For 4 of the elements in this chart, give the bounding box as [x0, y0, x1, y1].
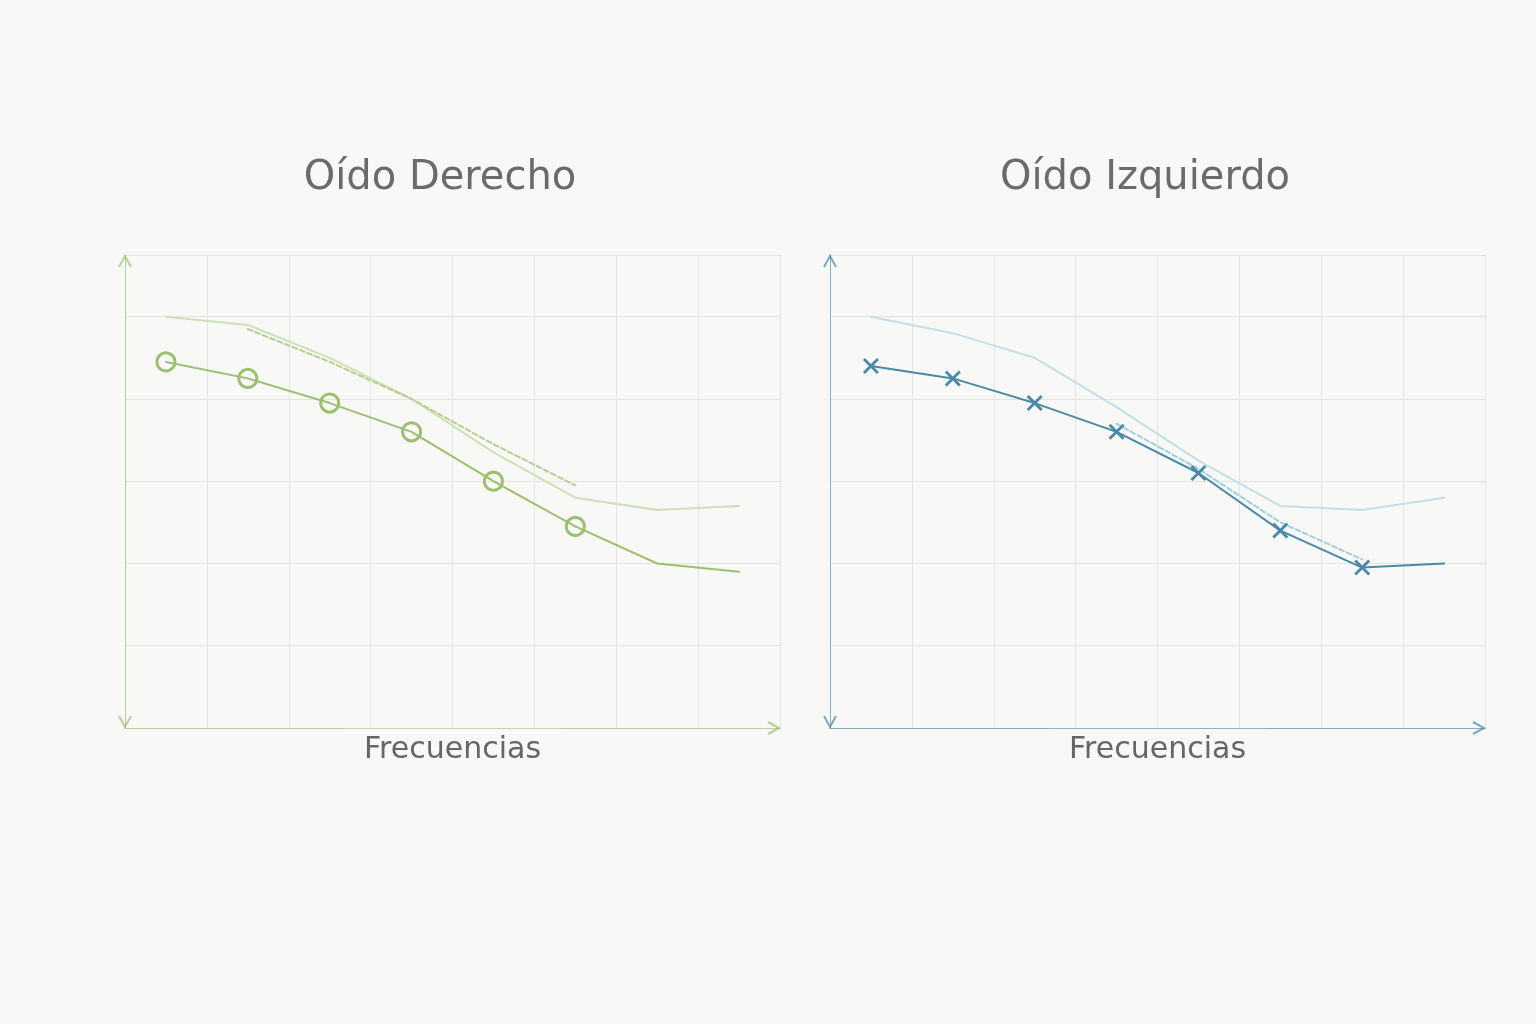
- chart-title: Oído Izquierdo: [999, 152, 1291, 198]
- x-axis-title: Frecuencias: [1068, 729, 1247, 765]
- x-axis-title: Frecuencias: [363, 729, 542, 765]
- chart-title: Oído Derecho: [303, 152, 577, 198]
